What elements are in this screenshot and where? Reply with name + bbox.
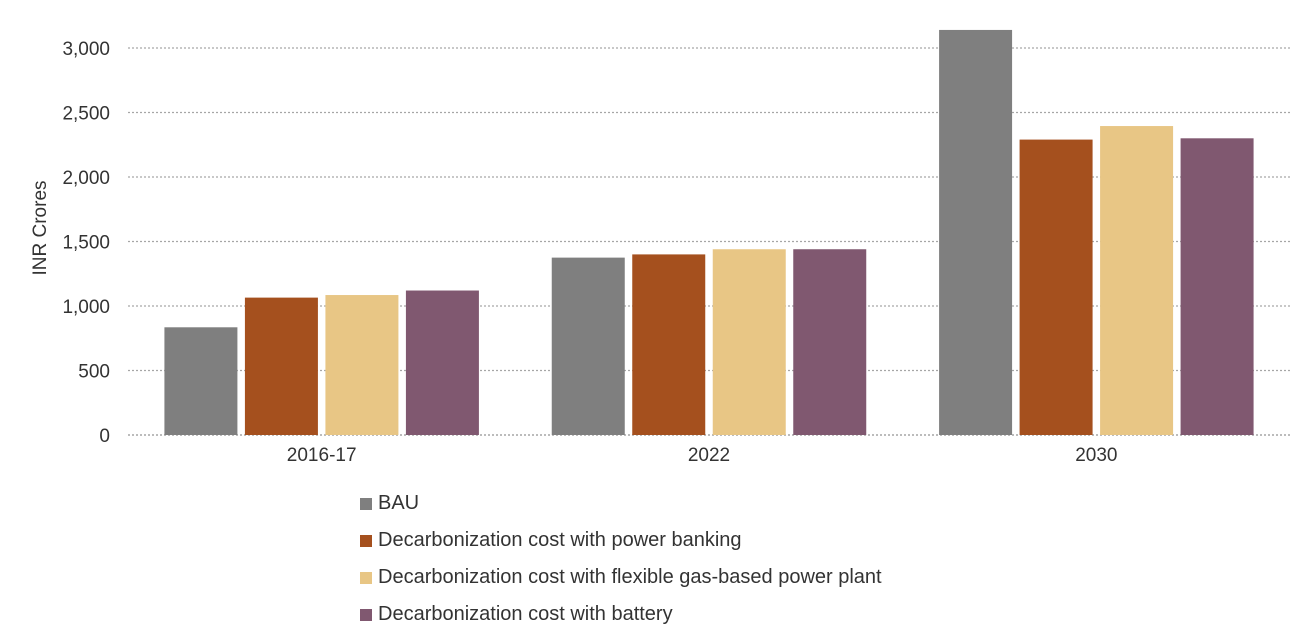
bar xyxy=(939,29,1013,435)
bar xyxy=(712,249,786,435)
legend-item: Decarbonization cost with flexible gas-b… xyxy=(360,559,882,596)
x-tick-label: 2022 xyxy=(688,445,730,466)
legend-item: BAU xyxy=(360,485,882,522)
x-tick-label: 2016-17 xyxy=(287,445,357,466)
legend-swatch xyxy=(360,534,372,547)
legend: BAU Decarbonization cost with power banki… xyxy=(360,485,882,633)
legend-swatch xyxy=(360,571,372,584)
bar xyxy=(164,327,238,435)
y-tick-label: 3,000 xyxy=(62,39,110,60)
bar xyxy=(632,254,706,435)
bar xyxy=(1100,126,1174,436)
bar xyxy=(244,297,318,435)
bar xyxy=(551,257,625,435)
y-axis-label: INR Crores xyxy=(30,180,51,275)
x-axis-ticks: 2016-17 2022 2030 xyxy=(287,445,1118,466)
legend-label: Decarbonization cost with battery xyxy=(378,603,673,625)
legend-label: Decarbonization cost with power banking xyxy=(378,529,742,551)
y-tick-label: 2,500 xyxy=(62,104,110,125)
x-tick-label: 2030 xyxy=(1075,445,1117,466)
y-tick-label: 1,500 xyxy=(62,233,110,254)
bar-chart: 0 500 1,000 1,500 2,000 2,500 3,000 2016-17 202… xyxy=(30,29,1290,466)
y-axis-ticks: 0 500 1,000 1,500 2,000 2,500 3,000 xyxy=(62,39,110,447)
legend-label: Decarbonization cost with flexible gas-b… xyxy=(378,566,882,588)
y-tick-label: 2,000 xyxy=(62,168,110,189)
gridlines xyxy=(128,47,1290,436)
legend-swatch xyxy=(360,497,372,510)
legend-item: Decarbonization cost with power banking xyxy=(360,522,882,559)
legend-swatch xyxy=(360,608,372,621)
y-tick-label: 0 xyxy=(99,426,110,447)
y-tick-label: 1,000 xyxy=(62,297,110,318)
bar xyxy=(1180,138,1254,436)
bars xyxy=(164,29,1254,436)
y-tick-label: 500 xyxy=(78,362,110,383)
bar xyxy=(325,295,399,435)
legend-item: Decarbonization cost with battery xyxy=(360,596,882,633)
bar xyxy=(793,249,867,435)
legend-label: BAU xyxy=(378,492,420,514)
bar xyxy=(405,290,479,435)
bar xyxy=(1019,139,1093,435)
